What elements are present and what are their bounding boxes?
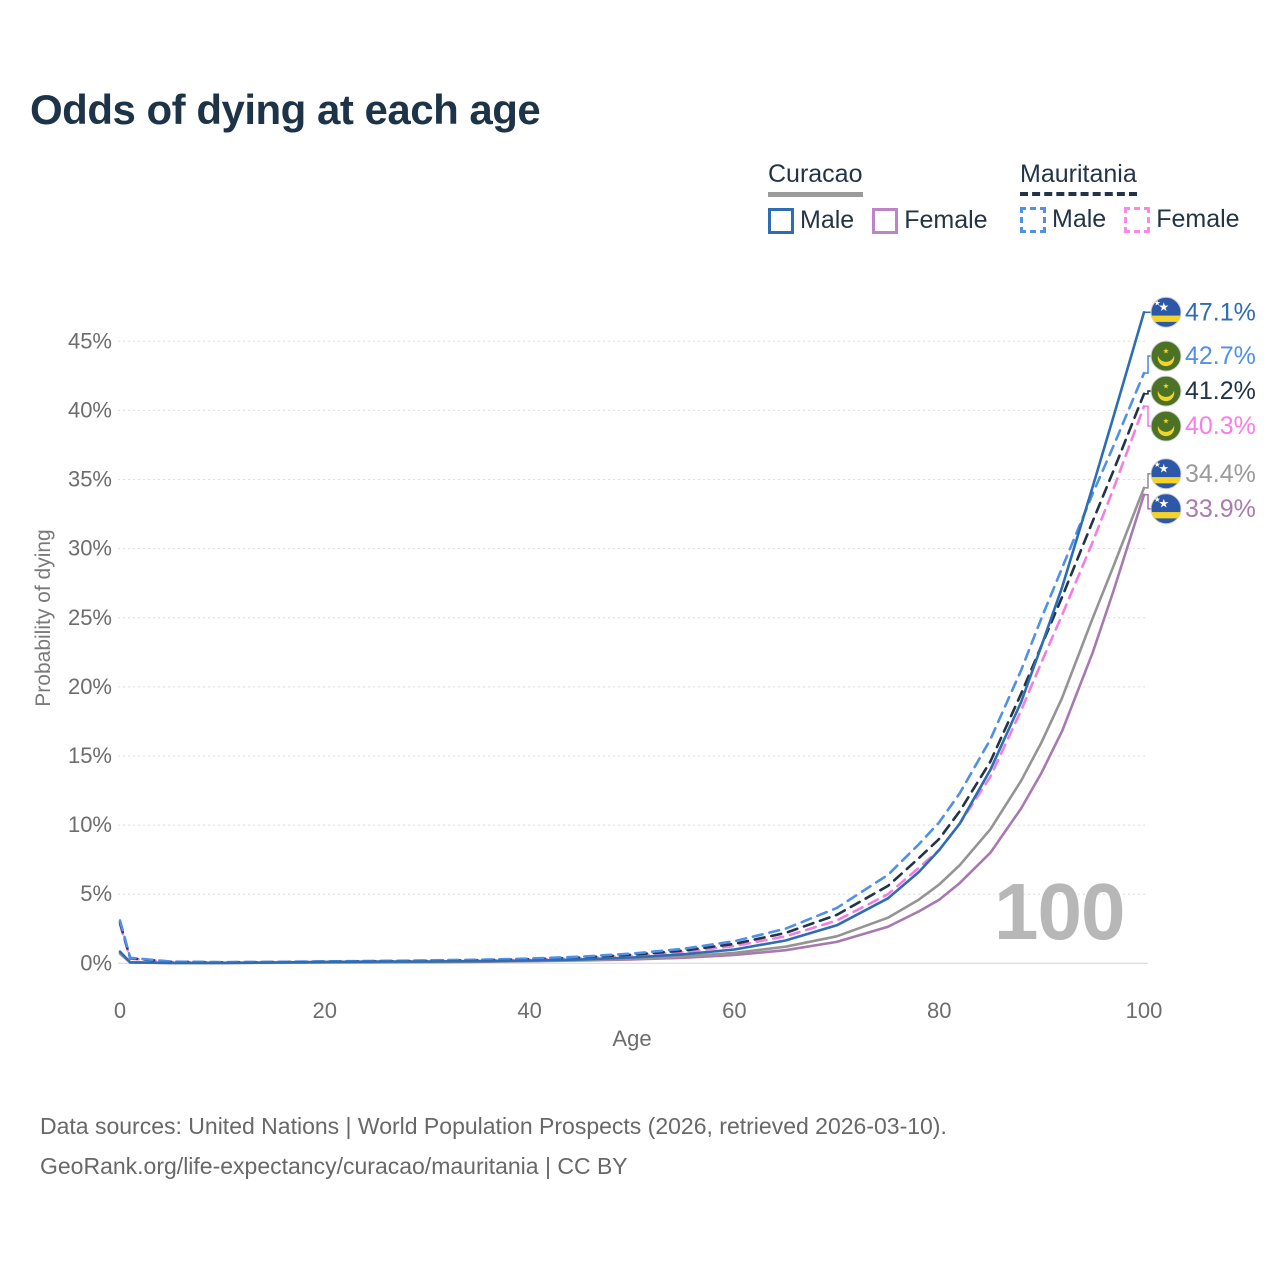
- source-url-link[interactable]: GeoRank.org/life-expectancy/curacao/maur…: [40, 1153, 628, 1179]
- end-value-label-curacao-female: 33.9%: [1185, 495, 1256, 523]
- legend-swatch-mauritania-male: [1020, 206, 1046, 233]
- y-tick-label: 25%: [68, 605, 112, 630]
- y-tick-label: 35%: [68, 467, 112, 492]
- series-line-curacao-female[interactable]: [118, 493, 1146, 965]
- legend-item-curacao-female: Female: [872, 206, 988, 235]
- svg-text:★: ★: [1158, 497, 1169, 511]
- legend-country-mauritania: Mauritania: [1020, 160, 1137, 196]
- end-value-label-mauritania-female: 40.3%: [1185, 412, 1256, 440]
- series-line-curacao-both[interactable]: [118, 486, 1146, 965]
- svg-text:★: ★: [1154, 495, 1161, 504]
- x-tick-label: 80: [927, 998, 951, 1023]
- x-tick-label: 60: [722, 998, 746, 1023]
- legend-label: Female: [1156, 205, 1240, 233]
- y-tick-label: 10%: [68, 812, 112, 837]
- svg-text:★: ★: [1154, 299, 1161, 308]
- legend-group-mauritania: Mauritania Male Female: [1020, 160, 1240, 234]
- legend-label: Male: [1052, 205, 1107, 233]
- y-tick-label: 45%: [68, 328, 112, 353]
- svg-text:★: ★: [1163, 382, 1170, 391]
- legend-item-mauritania-female: Female: [1124, 205, 1240, 234]
- svg-text:★: ★: [1158, 462, 1169, 476]
- page-title: Odds of dying at each age: [30, 86, 541, 133]
- legend-item-curacao-male: Male: [768, 206, 854, 235]
- svg-text:★: ★: [1158, 300, 1169, 314]
- flag-icon-curacao: ★★: [1150, 493, 1182, 525]
- end-value-label-curacao-both: 34.4%: [1185, 460, 1256, 488]
- end-label-connector-mauritania-female: [1144, 405, 1151, 427]
- legend-item-mauritania-male: Male: [1020, 205, 1106, 234]
- x-axis-title: Age: [612, 1026, 652, 1051]
- svg-text:★: ★: [1163, 347, 1170, 356]
- svg-text:★: ★: [1154, 460, 1161, 469]
- end-label-connector-curacao-both: [1144, 473, 1151, 489]
- flag-icon-curacao: ★★: [1150, 296, 1182, 328]
- legend-swatch-mauritania-female: [1124, 206, 1151, 233]
- end-value-label-curacao-male: 47.1%: [1185, 298, 1256, 326]
- y-tick-label: 15%: [68, 743, 112, 768]
- x-tick-label: 100: [1126, 998, 1163, 1023]
- x-tick-label: 20: [313, 998, 337, 1023]
- y-tick-label: 20%: [68, 674, 112, 699]
- legend-label: Female: [904, 206, 988, 234]
- flag-icon-mauritania: ★: [1150, 340, 1182, 372]
- legend: Curacao Male Female Mauritania Male Female: [0, 160, 1280, 250]
- legend-label: Male: [800, 206, 855, 234]
- y-tick-label: 40%: [68, 397, 112, 422]
- flag-icon-mauritania: ★: [1150, 410, 1182, 442]
- end-label-connector-mauritania-male: [1144, 355, 1151, 374]
- end-label-connector-curacao-female: [1144, 493, 1151, 510]
- y-tick-label: 5%: [80, 881, 112, 906]
- legend-country-curacao: Curacao: [768, 160, 863, 197]
- flag-icon-curacao: ★★: [1150, 458, 1182, 490]
- end-value-label-mauritania-both: 41.2%: [1185, 377, 1256, 405]
- series-line-curacao-male[interactable]: [118, 311, 1146, 965]
- series-line-mauritania-female[interactable]: [118, 405, 1146, 964]
- y-tick-label: 30%: [68, 536, 112, 561]
- y-tick-label: 0%: [80, 950, 112, 975]
- flag-icon-mauritania: ★: [1150, 375, 1182, 407]
- x-tick-label: 0: [114, 998, 126, 1023]
- svg-text:★: ★: [1163, 417, 1170, 426]
- end-label-connector-mauritania-both: [1144, 390, 1151, 395]
- x-tick-label: 40: [517, 998, 541, 1023]
- legend-swatch-curacao-male: [768, 207, 794, 234]
- chart-canvas: 0% 5% 10% 15% 20% 25% 30% 35% 40% 45% 0 20 40 60 80 100…: [68, 296, 1256, 1023]
- legend-swatch-curacao-female: [872, 207, 899, 234]
- series-line-mauritania-male[interactable]: [118, 371, 1146, 964]
- footer: Data sources: United Nations | World Pop…: [40, 1106, 947, 1186]
- legend-group-curacao: Curacao Male Female: [768, 160, 988, 235]
- end-value-label-mauritania-male: 42.7%: [1185, 342, 1256, 370]
- data-sources-text: Data sources: United Nations | World Pop…: [40, 1113, 947, 1139]
